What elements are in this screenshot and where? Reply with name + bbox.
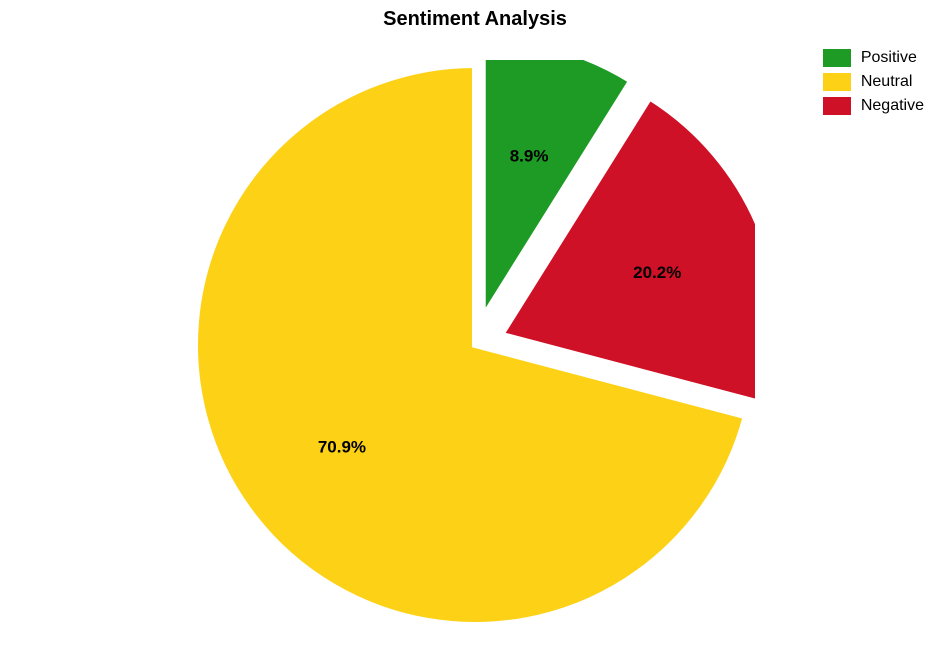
slice-label-positive: 8.9%: [510, 147, 549, 166]
slice-label-negative: 20.2%: [633, 263, 681, 282]
legend-label-neutral: Neutral: [861, 73, 913, 91]
legend-label-negative: Negative: [861, 97, 924, 115]
sentiment-pie-chart: Sentiment Analysis 70.9% 20.2% 8.9% Positi…: [0, 0, 950, 662]
slice-label-neutral: 70.9%: [318, 438, 366, 457]
legend-item-neutral: Neutral: [823, 72, 924, 92]
legend-swatch-positive: [823, 49, 851, 67]
legend-swatch-neutral: [823, 73, 851, 91]
legend-label-positive: Positive: [861, 49, 917, 67]
legend-item-positive: Positive: [823, 48, 924, 68]
pie-svg: 70.9% 20.2% 8.9%: [195, 60, 755, 650]
legend-item-negative: Negative: [823, 96, 924, 116]
legend-swatch-negative: [823, 97, 851, 115]
chart-title: Sentiment Analysis: [383, 8, 567, 31]
legend: Positive Neutral Negative: [823, 48, 924, 120]
